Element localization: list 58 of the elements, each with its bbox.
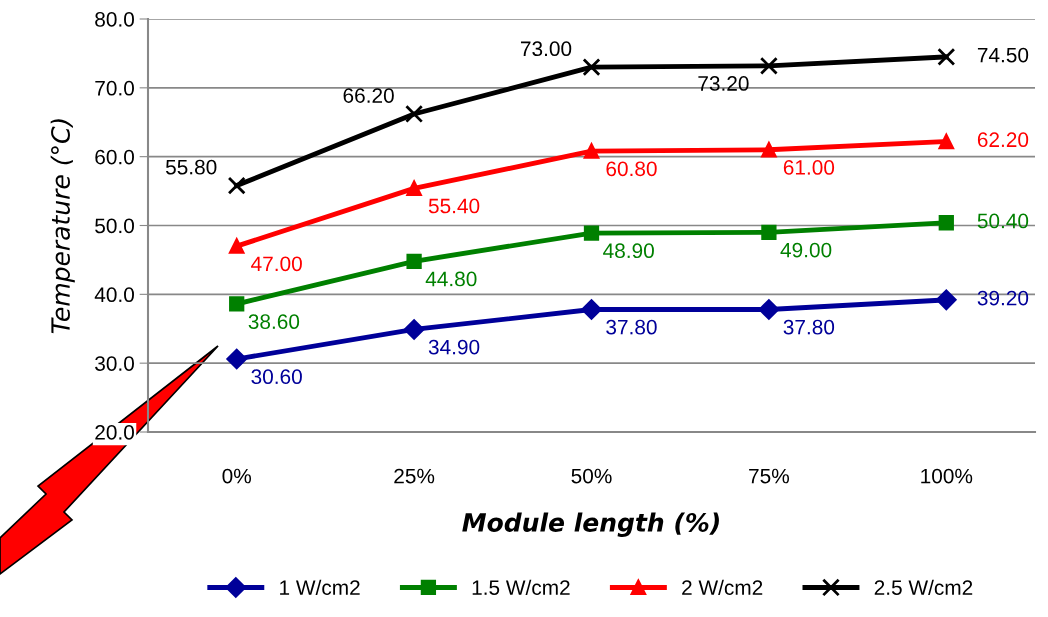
data-label: 34.90 bbox=[428, 339, 480, 355]
point bbox=[406, 180, 422, 196]
point bbox=[761, 224, 777, 241]
data-label: 62.20 bbox=[977, 132, 1029, 148]
y-axis-title: Temperature (°C) bbox=[50, 119, 75, 334]
data-label: 73.20 bbox=[698, 76, 749, 91]
point bbox=[938, 133, 954, 150]
y-tick-label: 80.0 bbox=[95, 12, 134, 27]
y-tick-label: 70.0 bbox=[95, 80, 134, 96]
point bbox=[582, 58, 601, 77]
data-label: 73.00 bbox=[520, 41, 572, 57]
data-label: 30.60 bbox=[251, 369, 302, 385]
data-label: 66.20 bbox=[343, 88, 394, 103]
point bbox=[403, 319, 425, 340]
y-tick-label: 30.0 bbox=[95, 356, 134, 371]
x-axis-title: Module length (%) bbox=[462, 512, 719, 537]
legend-label: 2 W/cm2 bbox=[682, 579, 763, 595]
point bbox=[406, 253, 422, 269]
y-tick-label: 40.0 bbox=[94, 287, 134, 303]
data-label: 55.80 bbox=[165, 159, 217, 175]
x-tick-label: 0% bbox=[222, 468, 252, 484]
point bbox=[405, 104, 424, 124]
data-label: 38.60 bbox=[248, 314, 300, 330]
point bbox=[226, 348, 247, 370]
legend-label: 2.5 W/cm2 bbox=[874, 579, 973, 595]
point bbox=[938, 215, 954, 231]
data-label: 48.90 bbox=[603, 243, 654, 259]
data-label: 60.80 bbox=[606, 161, 657, 177]
point bbox=[761, 142, 777, 158]
data-label: 47.00 bbox=[251, 256, 302, 272]
data-label: 37.80 bbox=[783, 319, 835, 335]
data-label: 39.20 bbox=[977, 290, 1029, 306]
data-label: 74.50 bbox=[977, 47, 1029, 63]
y-tick-label: 20.0 bbox=[95, 425, 134, 440]
y-tick-label: 60.0 bbox=[95, 149, 134, 165]
y-tick-label: 50.0 bbox=[95, 218, 134, 234]
point bbox=[759, 56, 778, 75]
data-label: 37.80 bbox=[606, 319, 657, 335]
legend-label: 1.5 W/cm2 bbox=[472, 579, 570, 595]
data-label: 50.40 bbox=[977, 213, 1029, 229]
x-tick-label: 25% bbox=[394, 468, 435, 484]
data-label: 49.00 bbox=[780, 242, 832, 258]
x-tick-label: 100% bbox=[921, 468, 973, 484]
point bbox=[581, 299, 602, 320]
point bbox=[227, 176, 246, 195]
legend-label: 1 W/cm2 bbox=[280, 579, 360, 595]
point bbox=[228, 236, 246, 254]
data-label: 44.80 bbox=[425, 271, 477, 287]
point bbox=[936, 289, 957, 311]
point bbox=[937, 47, 956, 66]
point bbox=[583, 141, 600, 159]
data-label: 61.00 bbox=[783, 160, 835, 175]
point bbox=[229, 296, 245, 312]
point bbox=[583, 225, 600, 241]
x-tick-label: 50% bbox=[571, 468, 612, 484]
x-tick-label: 75% bbox=[749, 468, 790, 484]
point bbox=[758, 299, 780, 320]
data-label: 55.40 bbox=[428, 198, 480, 214]
